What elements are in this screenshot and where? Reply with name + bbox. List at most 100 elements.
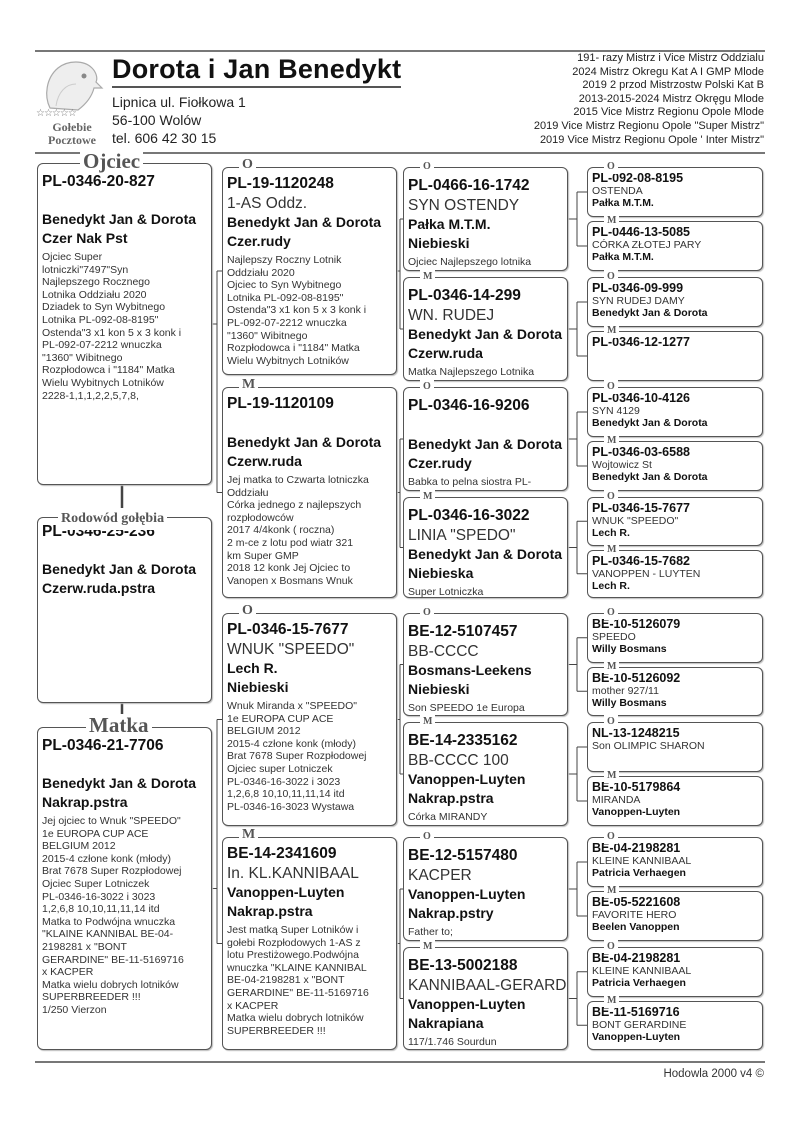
pigeon-card[interactable]: M PL-19-1120109 Benedykt Jan & Dorota Czer…: [222, 378, 397, 598]
pigeon-color: Czerw.ruda: [408, 345, 483, 361]
parent-label: Matka: [86, 714, 152, 736]
pigeon-color: Nakrap.pstra: [227, 903, 313, 919]
pigeon-card[interactable]: O PL-0346-09-999 SYN RUDEJ DAMY Benedykt Ja…: [587, 270, 763, 327]
top-rule: [35, 50, 765, 52]
pigeon-name: BB-CCCC 100: [408, 752, 509, 769]
parent-label: M: [604, 884, 620, 898]
achievement-line: 2019 Vice Mistrz Regionu Opole "Super Mi…: [533, 119, 764, 132]
ring-number: PL-0346-15-7682: [592, 553, 690, 568]
owner-name: Pałka M.T.M.: [408, 216, 491, 232]
pigeon-card[interactable]: O PL-0346-10-4126 SYN 4129 Benedykt Jan & D…: [587, 380, 763, 437]
pigeon-card[interactable]: M BE-11-5169716 BONT GERARDINE Vanoppen-Luy…: [587, 993, 763, 1050]
pigeon-color: Czer.rudy: [227, 233, 291, 249]
achievement-line: 2019 2 przod Mistrzostw Polski Kat B: [582, 79, 764, 92]
ring-number: NL-13-1248215: [592, 726, 680, 740]
pigeon-card[interactable]: O NL-13-1248215 Son OLIMPIC SHARON: [587, 715, 763, 772]
pigeon-name: SYN OSTENDY: [408, 197, 520, 214]
ring-number: PL-0466-16-1742: [408, 177, 530, 194]
parent-label: O: [420, 606, 434, 620]
owner-name: Vanoppen-Luyten: [227, 884, 345, 900]
pigeon-card[interactable]: M BE-10-5179864 MIRANDA Vanoppen-Luyten: [587, 769, 763, 826]
parent-label: O: [420, 380, 434, 394]
achievement-line: 191- razy Mistrz i Vice Mistrz Oddzialu: [577, 52, 764, 64]
owner-name: Patricia Verhaegen: [592, 977, 686, 989]
pigeon-logo: ☆☆☆☆☆ Gołebie Pocztowe: [36, 56, 108, 150]
pigeon-card[interactable]: M BE-05-5221608 FAVORITE HERO Beelen Vanopp…: [587, 884, 763, 941]
pigeon-name: KLEINE KANNIBAAL: [592, 965, 692, 977]
parent-label: O: [604, 160, 618, 174]
ring-number: BE-10-5126092: [592, 670, 681, 685]
pigeon-card[interactable]: O BE-10-5126079 SPEEDO Willy Bosmans: [587, 606, 763, 663]
parent-label: M: [604, 214, 620, 228]
parent-label: M: [604, 324, 620, 338]
parent-label: O: [604, 490, 618, 504]
ring-number: PL-0346-15-7677: [227, 621, 349, 638]
pigeon-card[interactable]: O PL-19-1120248 1-AS Oddz. Benedykt Jan & D…: [222, 158, 397, 375]
pigeon-card[interactable]: Matka PL-0346-21-7706 Benedykt Jan & Doro…: [37, 714, 212, 1050]
ring-number: BE-14-2341609: [227, 845, 337, 862]
parent-label: M: [239, 828, 259, 842]
parent-label: M: [420, 940, 436, 954]
pigeon-card[interactable]: M PL-0346-15-7682 VANOPPEN - LUYTEN Lech R.: [587, 542, 763, 598]
pigeon-name: KLEINE KANNIBAAL: [592, 855, 692, 867]
pigeon-card[interactable]: M BE-13-5002188 KANNIBAAL-GERARD Vanoppen-L…: [403, 940, 568, 1050]
pigeon-color: Czerw.ruda.pstra: [42, 580, 156, 596]
pigeon-card[interactable]: M BE-10-5126092 mother 927/11 Willy Bosmans: [587, 659, 763, 716]
pigeon-card[interactable]: M PL-0346-14-299 WN. RUDEJ Benedykt Jan & D…: [403, 270, 568, 381]
owner-name: Pałka M.T.M.: [592, 197, 654, 209]
pigeon-notes: Father to;: [408, 926, 453, 938]
phone: tel. 606 42 30 15: [112, 130, 217, 146]
pigeon-card[interactable]: M PL-0446-13-5085 CÓRKA ZŁOTEJ PARY Pałka M…: [587, 214, 763, 271]
pigeon-card[interactable]: O BE-12-5107457 BB-CCCC Bosmans-Leekens Nieb…: [403, 606, 568, 716]
ring-number: PL-0346-16-9206: [408, 397, 530, 414]
parent-label: O: [604, 606, 618, 620]
pigeon-card[interactable]: O BE-12-5157480 KACPER Vanoppen-Luyten Nakra…: [403, 830, 568, 941]
parent-label: O: [239, 158, 256, 172]
owner-name: Vanoppen-Luyten: [408, 886, 526, 902]
ring-number: PL-0346-21-7706: [42, 737, 164, 754]
pigeon-card[interactable]: M PL-0346-16-3022 LINIA "SPEDO" Benedykt Ja…: [403, 490, 568, 598]
pigeon-card[interactable]: O PL-0346-15-7677 WNUK "SPEEDO" Lech R. Nieb…: [222, 604, 397, 826]
pigeon-card[interactable]: O BE-04-2198281 KLEINE KANNIBAAL Patricia V…: [587, 940, 763, 997]
pigeon-name: BONT GERARDINE: [592, 1018, 687, 1031]
pigeon-card[interactable]: M BE-14-2335162 BB-CCCC 100 Vanoppen-Luyten…: [403, 715, 568, 826]
address-line1: Lipnica ul. Fiołkowa 1: [112, 94, 246, 110]
pigeon-card[interactable]: Rodowód gołębia PL-0346-25-236 Benedykt J…: [37, 508, 212, 703]
achievement-line: 2015 Vice Mistrz Regionu Opole Mlode: [573, 106, 764, 119]
pigeon-card[interactable]: O PL-0466-16-1742 SYN OSTENDY Pałka M.T.M. N…: [403, 160, 568, 271]
pigeon-color: Czer Nak Pst: [42, 230, 128, 246]
pigeon-card[interactable]: M PL-0346-03-6588 Wojtowicz St Benedykt Jan…: [587, 434, 763, 491]
owner-name: Benedykt Jan & Dorota: [42, 775, 197, 791]
achievement-line: 2019 Vice Mistrz Regionu Opole ' Inter M…: [539, 133, 764, 146]
owner-name: Willy Bosmans: [592, 696, 667, 709]
pigeon-name: BB-CCCC: [408, 643, 479, 660]
pigeon-name: KACPER: [408, 867, 472, 884]
pigeon-card[interactable]: M PL-0346-12-1277: [587, 324, 763, 381]
pigeon-card[interactable]: O BE-04-2198281 KLEINE KANNIBAAL Patricia V…: [587, 830, 763, 887]
owner-name: Willy Bosmans: [592, 643, 667, 655]
owner-name: Benedykt Jan & Dorota: [227, 214, 382, 230]
pigeon-name: SPEEDO: [592, 631, 636, 643]
owner-name: Vanoppen-Luyten: [592, 1030, 681, 1043]
parent-label: O: [604, 270, 618, 284]
owner-name: Benedykt Jan & Dorota: [592, 417, 708, 429]
pigeon-notes: Ojciec Najlepszego lotnika: [408, 256, 532, 268]
pigeon-head-icon: [46, 61, 104, 111]
pigeon-name: KANNIBAAL-GERARD: [408, 977, 567, 994]
ring-number: BE-12-5157480: [408, 847, 518, 864]
pigeon-notes: Son SPEEDO 1e Europa: [408, 702, 525, 714]
achievement-line: 2024 Mistrz Okregu Kat A I GMP Mlode: [572, 65, 764, 78]
pigeon-card[interactable]: O PL-0346-16-9206 Benedykt Jan & Dorota Cz…: [403, 380, 568, 491]
pigeon-card[interactable]: O PL-092-08-8195 OSTENDA Pałka M.T.M.: [587, 160, 763, 217]
pigeon-color: Niebieska: [408, 565, 474, 581]
pigeon-name: mother 927/11: [592, 684, 659, 697]
pigeon-card[interactable]: M BE-14-2341609 In. KL.KANNIBAAL Vanoppen-…: [222, 828, 397, 1050]
ring-number: BE-12-5107457: [408, 623, 518, 640]
owner-name: Benedykt Jan & Dorota: [408, 436, 563, 452]
ring-number: PL-19-1120248: [227, 175, 334, 192]
owner-name: Benedykt Jan & Dorota: [408, 546, 563, 562]
pigeon-card[interactable]: Ojciec PL-0346-20-827 Benedykt Jan & Doro…: [37, 150, 212, 485]
achievement-line: 2013-2015-2024 Mistrz Okręgu Mlode: [578, 92, 764, 105]
parent-label: O: [604, 715, 618, 729]
pigeon-card[interactable]: O PL-0346-15-7677 WNUK "SPEEDO" Lech R.: [587, 490, 763, 546]
